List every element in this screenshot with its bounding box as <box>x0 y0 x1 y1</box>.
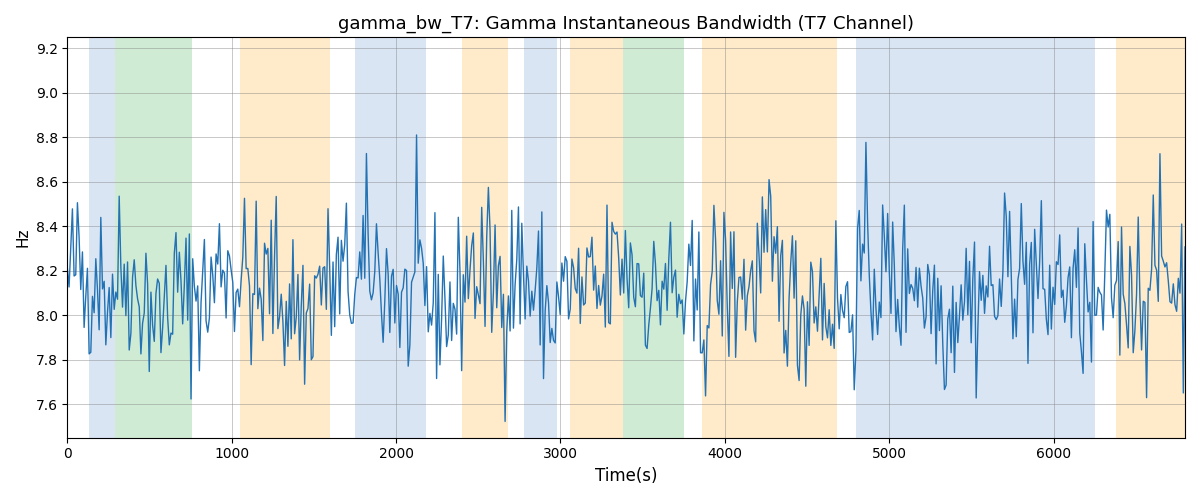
Bar <box>857 38 1094 438</box>
Bar <box>355 38 426 438</box>
Bar <box>702 38 734 438</box>
Bar <box>115 38 192 438</box>
Bar <box>570 38 623 438</box>
Title: gamma_bw_T7: Gamma Instantaneous Bandwidth (T7 Channel): gamma_bw_T7: Gamma Instantaneous Bandwid… <box>338 15 914 34</box>
Bar <box>524 38 557 438</box>
Bar <box>462 38 508 438</box>
Bar <box>623 38 684 438</box>
X-axis label: Time(s): Time(s) <box>595 467 658 485</box>
Y-axis label: Hz: Hz <box>16 228 30 248</box>
Bar <box>734 38 836 438</box>
Bar <box>89 38 115 438</box>
Bar <box>1116 38 1186 438</box>
Bar <box>240 38 330 438</box>
